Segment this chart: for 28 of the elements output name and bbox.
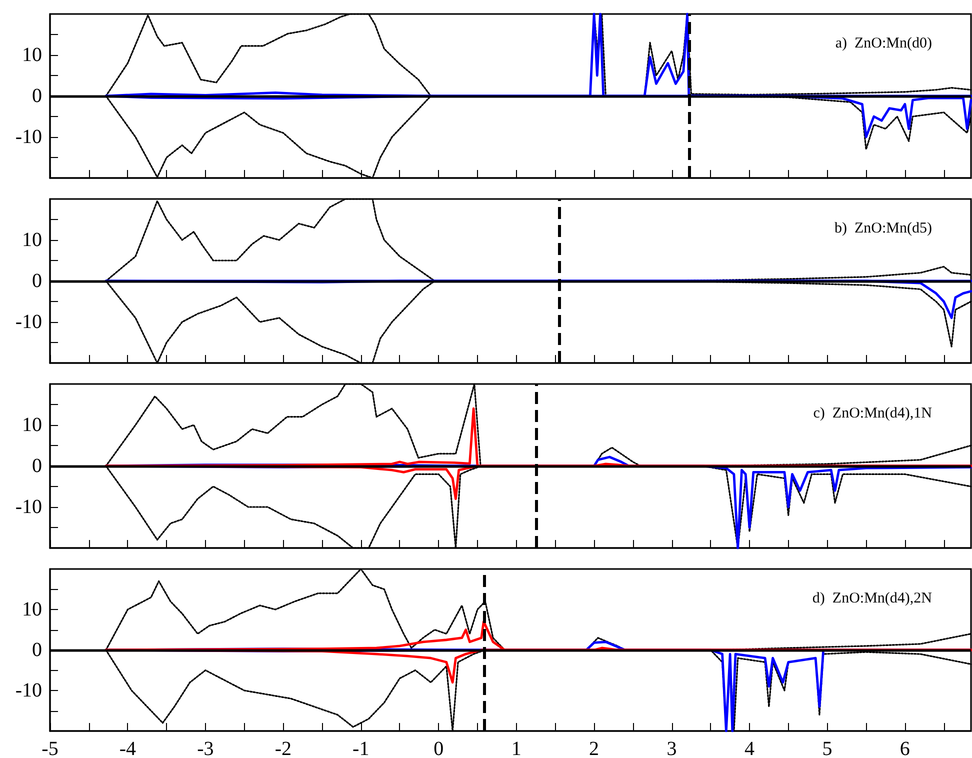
y-tick-label: 0 — [32, 270, 42, 292]
y-tick-label: 10 — [22, 44, 42, 66]
y-tick-label: -10 — [15, 126, 42, 148]
x-tick-label: 4 — [744, 738, 754, 758]
x-tick-label: 6 — [900, 738, 910, 758]
x-tick-label: 5 — [822, 738, 832, 758]
y-tick-label: 10 — [22, 414, 42, 436]
y-tick-label: 10 — [22, 229, 42, 251]
x-tick-label: 3 — [666, 738, 677, 758]
y-tick-label: 0 — [32, 85, 42, 107]
x-tick-label: -1 — [352, 738, 370, 758]
x-tick-label: 2 — [589, 738, 600, 758]
x-tick-label: 0 — [434, 738, 444, 758]
x-tick-label: -5 — [42, 738, 58, 758]
y-tick-label: -10 — [15, 680, 42, 702]
annotation: b) ZnO:Mn(d5) — [834, 220, 932, 236]
y-tick-label: 0 — [32, 455, 42, 477]
annotation: c) ZnO:Mn(d4),1N — [813, 406, 932, 422]
x-tick-label: 1 — [511, 738, 522, 758]
x-tick-label: -2 — [274, 738, 292, 758]
annotation: d) ZnO:Mn(d4),2N — [812, 590, 932, 606]
y-tick-label: -10 — [15, 311, 42, 333]
y-tick-label: 10 — [22, 598, 42, 620]
y-tick-label: -10 — [15, 496, 42, 518]
y-tick-label: 0 — [32, 639, 42, 661]
annotation: a) ZnO:Mn(d0) — [835, 36, 932, 52]
x-tick-label: -4 — [119, 738, 136, 758]
x-tick-label: -3 — [197, 738, 214, 758]
